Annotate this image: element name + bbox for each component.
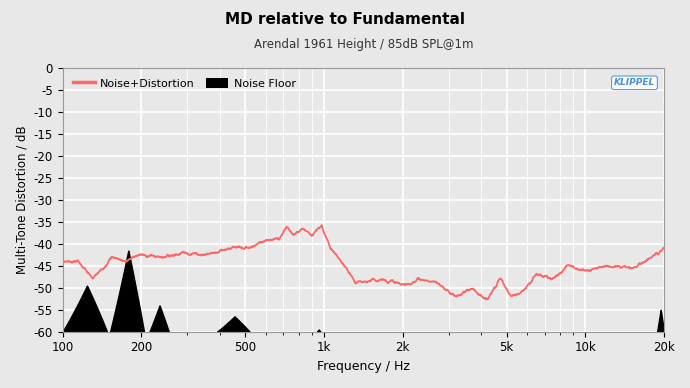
Y-axis label: Multi-Tone Distortion / dB: Multi-Tone Distortion / dB xyxy=(15,125,28,274)
Title: Arendal 1961 Height / 85dB SPL@1m: Arendal 1961 Height / 85dB SPL@1m xyxy=(254,38,473,51)
Text: MD relative to Fundamental: MD relative to Fundamental xyxy=(225,12,465,27)
Legend: Noise+Distortion, Noise Floor: Noise+Distortion, Noise Floor xyxy=(68,73,300,93)
Text: KLIPPEL: KLIPPEL xyxy=(614,78,655,87)
X-axis label: Frequency / Hz: Frequency / Hz xyxy=(317,360,410,373)
